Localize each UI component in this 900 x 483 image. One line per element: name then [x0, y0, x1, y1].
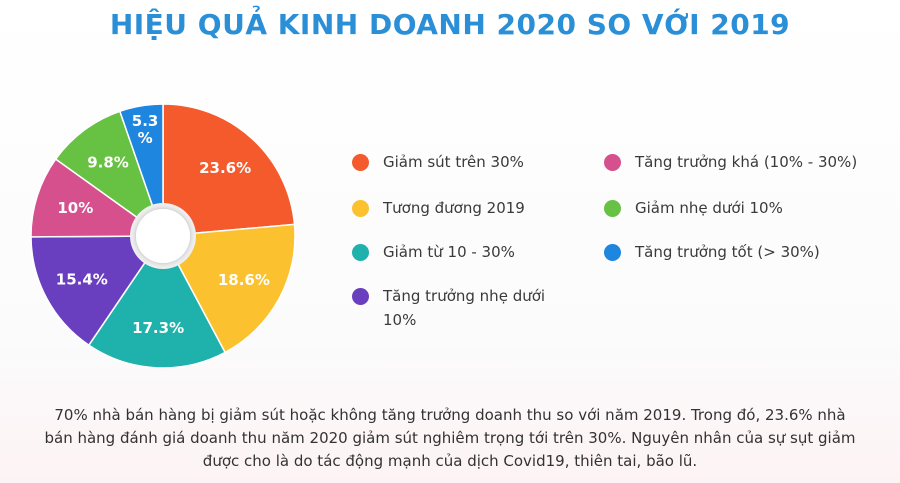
legend-label: Giảm sút trên 30% [383, 153, 524, 171]
legend-item: Giảm sút trên 30% [352, 150, 524, 174]
legend-swatch [352, 154, 369, 171]
legend-item: Tương đương 2019 [352, 196, 525, 220]
pie-center-hole [136, 209, 190, 263]
legend-label: Tăng trưởng nhẹ dưới 10% [383, 287, 546, 329]
slice-value-label: 15.4% [56, 270, 108, 288]
legend-label: Tăng trưởng tốt (> 30%) [635, 243, 820, 261]
pie-slice [30, 158, 166, 238]
pie-slice [118, 103, 164, 237]
pie-slice [87, 234, 227, 369]
legend-swatch [604, 154, 621, 171]
slice-value-label: 5.3% [132, 112, 159, 147]
legend-item: Giảm nhẹ dưới 10% [604, 196, 783, 220]
pie-slice [54, 110, 165, 238]
pie-slice [162, 103, 296, 237]
legend-swatch [604, 244, 621, 261]
pie-slice [161, 223, 296, 354]
legend-label: Tăng trưởng khá (10% - 30%) [635, 153, 858, 171]
chart-legend: Giảm sút trên 30% Tương đương 2019 Giảm … [352, 150, 892, 340]
pie-slice [30, 235, 165, 347]
legend-swatch [352, 288, 369, 305]
slice-value-label: 23.6% [199, 159, 251, 177]
slice-value-label: 17.3% [132, 319, 184, 337]
legend-item: Tăng trưởng khá (10% - 30%) [604, 150, 857, 174]
slice-value-label: 9.8% [87, 153, 129, 171]
legend-label: Giảm từ 10 - 30% [383, 243, 515, 261]
legend-item: Tăng trưởng tốt (> 30%) [604, 240, 820, 264]
pie-chart: 23.6% 18.6% 17.3% 15.4% 10% 9.8%5.3% [30, 103, 296, 369]
chart-title: HIỆU QUẢ KINH DOANH 2020 SO VỚI 2019 [109, 8, 791, 41]
legend-label: Tương đương 2019 [383, 199, 525, 217]
legend-swatch [352, 200, 369, 217]
legend-swatch [604, 200, 621, 217]
legend-item: Tăng trưởng nhẹ dưới 10% [352, 284, 563, 332]
slice-value-label: 10% [57, 199, 93, 217]
slice-value-label: 18.6% [218, 271, 270, 289]
legend-label: Giảm nhẹ dưới 10% [635, 199, 783, 217]
description-text: 70% nhà bán hàng bị giảm sút hoặc không … [44, 406, 856, 470]
legend-item: Giảm từ 10 - 30% [352, 240, 515, 264]
legend-swatch [352, 244, 369, 261]
